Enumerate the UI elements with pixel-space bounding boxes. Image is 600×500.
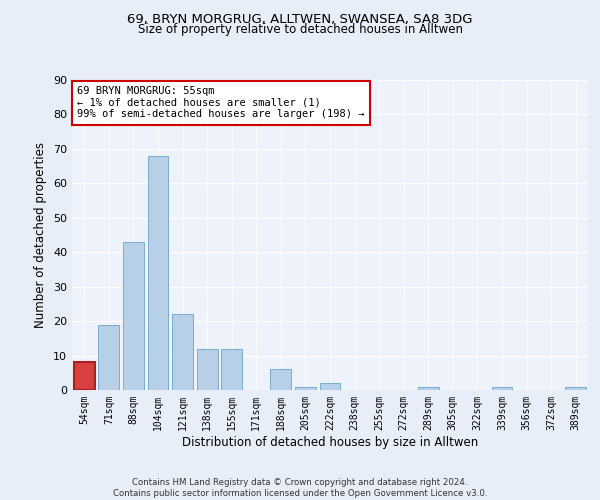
X-axis label: Distribution of detached houses by size in Alltwen: Distribution of detached houses by size … <box>182 436 478 448</box>
Bar <box>491 386 512 390</box>
Bar <box>418 386 439 390</box>
Text: Contains HM Land Registry data © Crown copyright and database right 2024.
Contai: Contains HM Land Registry data © Crown c… <box>113 478 487 498</box>
Text: 69 BRYN MORGRUG: 55sqm
← 1% of detached houses are smaller (1)
99% of semi-detac: 69 BRYN MORGRUG: 55sqm ← 1% of detached … <box>77 86 365 120</box>
Text: Size of property relative to detached houses in Alltwen: Size of property relative to detached ho… <box>137 22 463 36</box>
Bar <box>98 324 119 390</box>
Bar <box>148 156 169 390</box>
Bar <box>271 370 292 390</box>
Bar <box>172 314 193 390</box>
Bar <box>74 362 95 390</box>
Bar <box>565 386 586 390</box>
Bar <box>123 242 144 390</box>
Bar <box>320 383 340 390</box>
Bar <box>197 348 218 390</box>
Bar <box>295 386 316 390</box>
Y-axis label: Number of detached properties: Number of detached properties <box>34 142 47 328</box>
Bar <box>221 348 242 390</box>
Text: 69, BRYN MORGRUG, ALLTWEN, SWANSEA, SA8 3DG: 69, BRYN MORGRUG, ALLTWEN, SWANSEA, SA8 … <box>127 12 473 26</box>
